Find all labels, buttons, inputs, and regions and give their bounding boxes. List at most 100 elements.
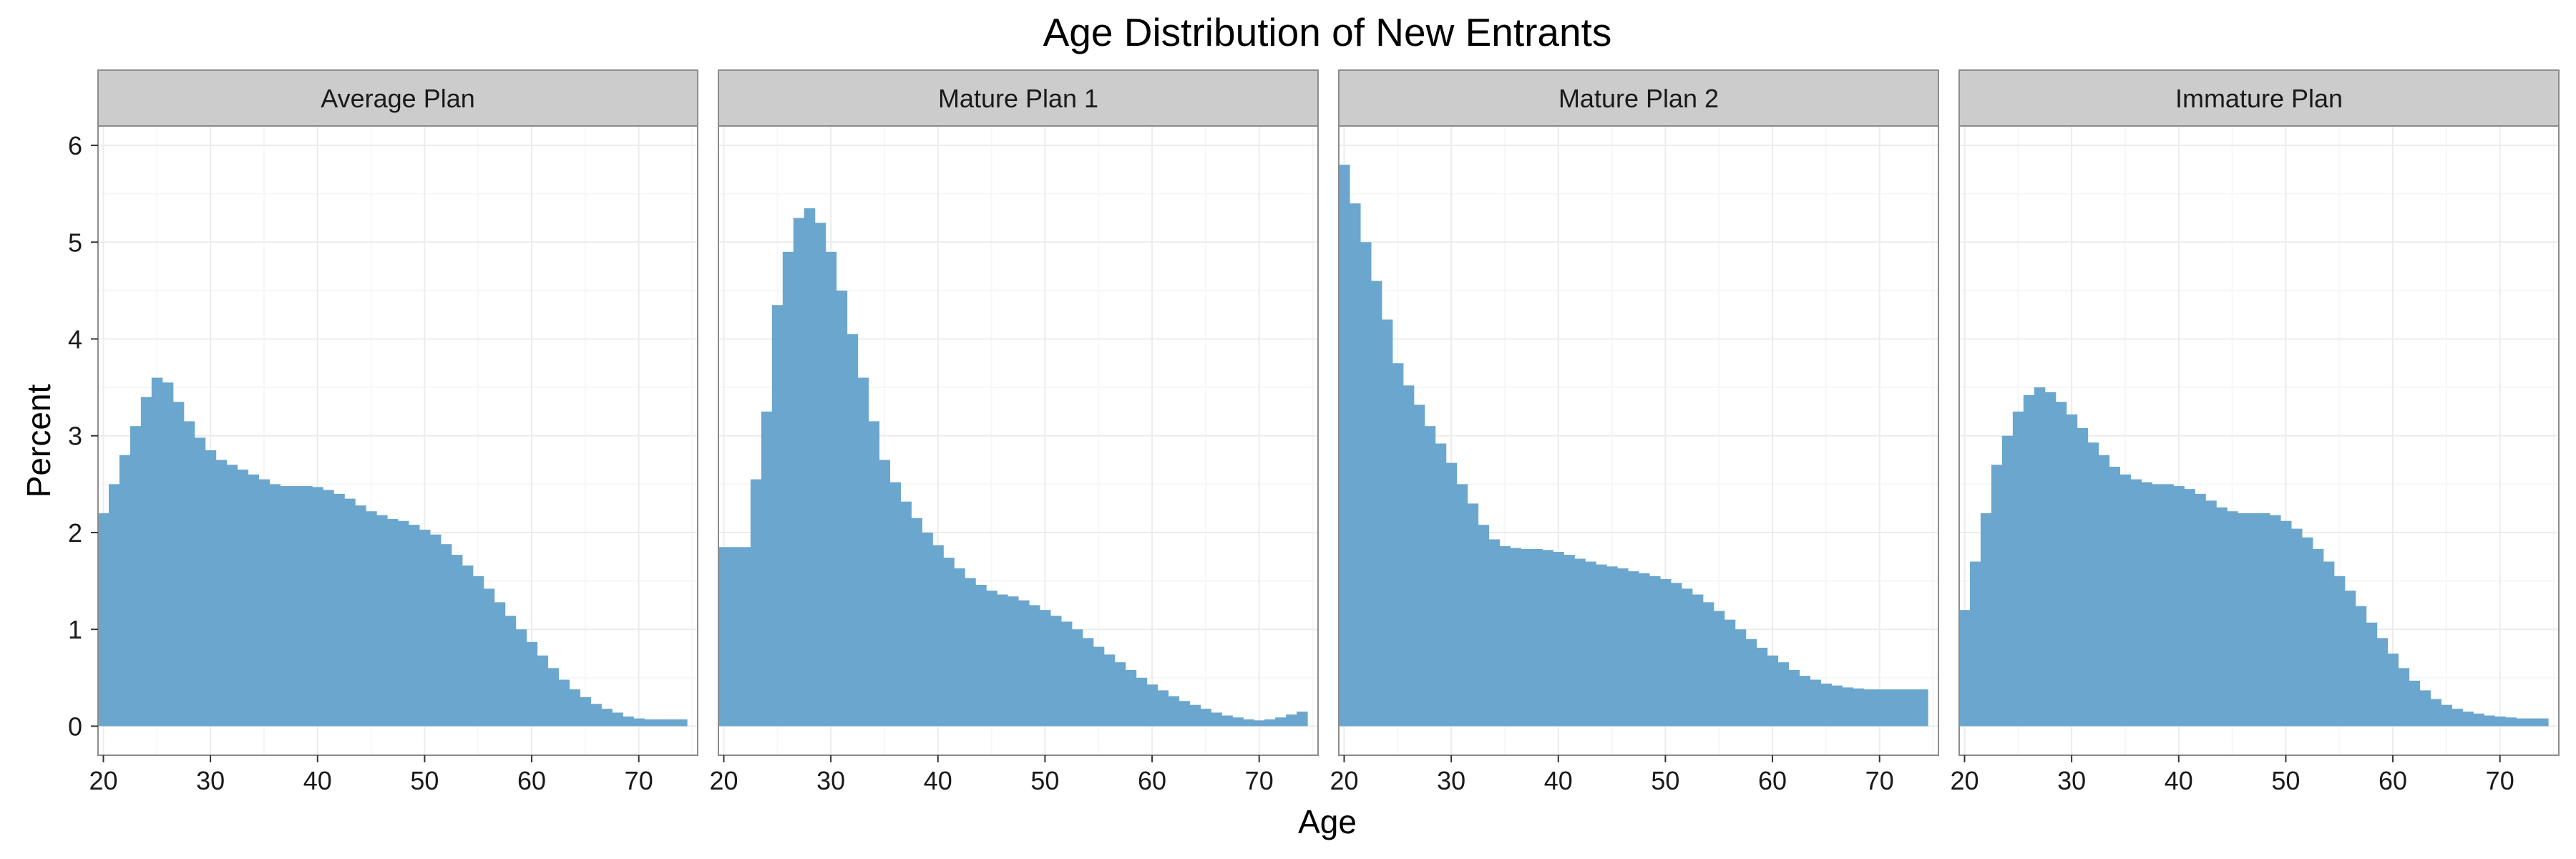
histogram-bar bbox=[2034, 387, 2046, 727]
histogram-bar bbox=[2462, 712, 2474, 727]
histogram-bar bbox=[1788, 669, 1800, 727]
histogram-bar bbox=[1146, 684, 1158, 727]
histogram-bar bbox=[2398, 668, 2410, 727]
panel-border bbox=[97, 125, 698, 756]
histogram-bar bbox=[1639, 573, 1650, 727]
histogram-bar bbox=[162, 382, 174, 727]
histogram-bar bbox=[2248, 513, 2260, 727]
histogram-bar bbox=[451, 555, 463, 727]
histogram-bar bbox=[1628, 571, 1639, 727]
histogram-bar bbox=[879, 460, 891, 727]
histogram-bar bbox=[644, 719, 655, 727]
histogram-bar bbox=[494, 602, 506, 727]
histogram-bar bbox=[590, 704, 602, 727]
histogram-bar bbox=[108, 484, 120, 727]
histogram-bar bbox=[975, 584, 987, 727]
histogram-bar bbox=[1221, 715, 1233, 727]
histogram-bar bbox=[183, 421, 195, 727]
histogram-bar bbox=[558, 679, 570, 727]
histogram-bar bbox=[1831, 685, 1843, 727]
histogram-bar bbox=[462, 565, 474, 727]
histogram-bar bbox=[1810, 679, 1821, 727]
histogram-bar bbox=[2323, 561, 2335, 727]
facet-strip bbox=[718, 69, 1319, 127]
histogram-bar bbox=[215, 460, 228, 727]
x-tick-label: 50 bbox=[410, 766, 439, 795]
x-tick-label: 60 bbox=[1138, 766, 1166, 795]
histogram-bar bbox=[2077, 427, 2089, 727]
x-tick-label: 60 bbox=[517, 766, 546, 795]
histogram-bar bbox=[205, 450, 217, 727]
histogram-bar bbox=[387, 519, 399, 727]
histogram-bar bbox=[601, 709, 613, 727]
histogram-bar bbox=[1991, 465, 2003, 727]
histogram-bar bbox=[633, 718, 645, 727]
histogram-bar bbox=[547, 668, 560, 727]
x-tick-label: 50 bbox=[1030, 766, 1059, 795]
histogram-bar bbox=[2527, 718, 2538, 727]
histogram-bar bbox=[1168, 696, 1180, 727]
histogram-bar bbox=[1681, 588, 1693, 727]
y-tick-label: 2 bbox=[68, 518, 82, 548]
x-tick-label: 20 bbox=[1330, 766, 1358, 795]
facet-label: Mature Plan 1 bbox=[938, 84, 1098, 113]
histogram-bar bbox=[1286, 714, 1297, 727]
x-tick-label: 40 bbox=[924, 766, 952, 795]
histogram-bar bbox=[2344, 591, 2356, 727]
histogram-bar bbox=[836, 290, 848, 727]
histogram-bar bbox=[718, 547, 730, 727]
histogram-bar bbox=[323, 490, 334, 727]
histogram-bar bbox=[1179, 701, 1191, 727]
x-tick-label: 70 bbox=[1245, 766, 1274, 795]
histogram-bar bbox=[526, 641, 538, 727]
y-tick-label: 6 bbox=[68, 131, 82, 160]
histogram-bar bbox=[1542, 550, 1553, 727]
x-tick-label: 30 bbox=[196, 766, 225, 795]
histogram-bar bbox=[2184, 489, 2195, 727]
histogram-bar bbox=[782, 251, 794, 727]
histogram-bar bbox=[739, 547, 751, 727]
histogram-bar bbox=[1254, 720, 1265, 727]
histogram-bar bbox=[2269, 515, 2281, 727]
histogram-bar bbox=[1050, 616, 1062, 727]
histogram-bar bbox=[1264, 719, 1276, 727]
histogram-bar bbox=[172, 402, 185, 727]
histogram-bar bbox=[1082, 638, 1094, 727]
histogram-bar bbox=[1424, 426, 1436, 727]
x-tick-label: 50 bbox=[1651, 766, 1679, 795]
facet-panel-3: Mature Plan 2 20 30 40 50 60 70 bbox=[1330, 69, 1939, 795]
histogram-bar bbox=[1521, 548, 1532, 727]
histogram-bar bbox=[2216, 507, 2228, 727]
histogram-bar bbox=[1232, 717, 1244, 727]
histogram-bar bbox=[771, 305, 784, 727]
histogram-bar bbox=[1670, 583, 1682, 727]
facet-panel-4: Immature Plan 20 30 40 50 60 70 bbox=[1950, 69, 2560, 795]
histogram-bar bbox=[2109, 467, 2121, 727]
y-tick-label: 3 bbox=[68, 422, 82, 451]
histogram-bar bbox=[1413, 404, 1425, 727]
histogram-bar bbox=[1906, 689, 1918, 727]
histogram-bar bbox=[2505, 717, 2517, 727]
histogram-bar bbox=[665, 719, 677, 727]
histogram-bar bbox=[2098, 455, 2110, 727]
histogram-bar bbox=[1553, 552, 1564, 727]
histogram-bar bbox=[2259, 513, 2270, 727]
histogram-bar bbox=[269, 484, 280, 727]
facet-label: Immature Plan bbox=[2175, 84, 2343, 113]
histogram-bar bbox=[1959, 610, 1971, 727]
x-tick-label: 30 bbox=[816, 766, 845, 795]
histogram-bar bbox=[1767, 655, 1779, 727]
histogram-bar bbox=[1103, 654, 1116, 727]
histogram-bar bbox=[1692, 594, 1704, 727]
histogram-bar bbox=[2409, 680, 2421, 727]
histogram-bar bbox=[1745, 639, 1757, 727]
histogram-bar bbox=[1392, 363, 1404, 727]
histogram-bar bbox=[258, 479, 270, 727]
histogram-bar bbox=[2066, 414, 2078, 727]
histogram-bar bbox=[1853, 688, 1864, 727]
histogram-bar bbox=[1896, 689, 1907, 727]
histogram-bar bbox=[932, 545, 944, 727]
histogram-bar bbox=[569, 689, 580, 727]
